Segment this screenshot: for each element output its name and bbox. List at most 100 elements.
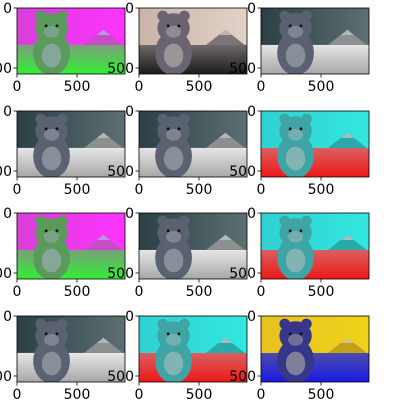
animal-ear-right — [300, 318, 312, 330]
x-tick-label: 500 — [308, 182, 335, 198]
animal-ear-left — [35, 113, 47, 125]
image-ground — [261, 352, 369, 382]
mountain-shape — [83, 132, 123, 148]
y-tick-label: 500 — [0, 369, 12, 385]
animal-eye — [299, 24, 303, 28]
animal-ear-left — [279, 215, 291, 227]
x-tick-label: 500 — [186, 284, 213, 300]
animal-eye — [177, 127, 181, 131]
axes-frame — [16, 7, 126, 75]
animal-belly — [41, 43, 62, 68]
y-tick-label: 0 — [125, 104, 134, 120]
y-tick-label: 500 — [229, 164, 256, 180]
x-tick-label: 500 — [308, 79, 335, 95]
animal-muzzle — [44, 25, 60, 38]
mountain-shape — [327, 234, 367, 250]
x-tick-label: 500 — [186, 387, 213, 400]
animal-ear-left — [35, 215, 47, 227]
mountain-shape — [327, 29, 367, 45]
y-tick-label: 0 — [247, 104, 256, 120]
animal-body — [155, 133, 192, 177]
animal-head — [279, 218, 312, 248]
x-tick-label: 0 — [13, 387, 22, 400]
animal-ear-right — [300, 10, 312, 22]
animal-ear-right — [178, 10, 190, 22]
animal-eye — [299, 229, 303, 233]
x-tick-label: 0 — [135, 284, 144, 300]
animal-ear-right — [300, 215, 312, 227]
quokka-image — [139, 8, 247, 74]
animal-body — [155, 338, 192, 382]
animal-belly — [285, 43, 306, 68]
y-tick-label: 500 — [107, 61, 134, 77]
axes-frame — [260, 315, 370, 383]
animal-eye — [299, 127, 303, 131]
animal-belly — [163, 43, 184, 68]
x-tick-label: 500 — [64, 284, 91, 300]
animal-ear-left — [279, 318, 291, 330]
animal-eye — [55, 24, 59, 28]
y-tick-label: 0 — [3, 309, 12, 325]
x-tick-label: 0 — [135, 79, 144, 95]
mountain-shape — [83, 337, 123, 353]
image-ground — [261, 147, 369, 177]
mountain-peak — [96, 337, 110, 344]
animal-body — [33, 338, 70, 382]
animal-head — [157, 218, 190, 248]
quokka-image — [139, 316, 247, 382]
animal-eye — [166, 24, 170, 28]
x-tick-label: 0 — [13, 182, 22, 198]
x-tick-label: 0 — [135, 182, 144, 198]
animal-head — [35, 13, 68, 43]
animal-belly — [163, 146, 184, 171]
mountain-peak — [340, 337, 354, 344]
quokka-image — [139, 111, 247, 177]
y-tick-label: 500 — [107, 164, 134, 180]
x-tick-label: 500 — [308, 284, 335, 300]
axes-frame — [138, 315, 248, 383]
mountain-peak — [340, 29, 354, 36]
animal-eye — [166, 229, 170, 233]
mountain-peak — [218, 29, 232, 36]
animal-body — [33, 133, 70, 177]
animal-ear-right — [300, 113, 312, 125]
axes-frame — [16, 315, 126, 383]
x-tick-label: 500 — [186, 79, 213, 95]
x-tick-label: 0 — [257, 387, 266, 400]
animal-body — [33, 30, 70, 74]
animal-eye — [288, 24, 292, 28]
axes-frame — [16, 212, 126, 280]
image-ground — [261, 44, 369, 74]
animal-head — [157, 321, 190, 351]
animal-belly — [41, 146, 62, 171]
mountain-peak — [96, 29, 110, 36]
animal-muzzle — [44, 333, 60, 346]
mountain-shape — [83, 29, 123, 45]
x-tick-label: 500 — [64, 387, 91, 400]
animal-belly — [41, 248, 62, 273]
quokka-image — [17, 8, 125, 74]
y-tick-label: 500 — [0, 164, 12, 180]
x-tick-label: 0 — [257, 284, 266, 300]
animal-muzzle — [166, 333, 182, 346]
y-tick-label: 500 — [107, 369, 134, 385]
animal-eye — [55, 332, 59, 336]
x-tick-label: 500 — [308, 387, 335, 400]
animal-body — [277, 30, 314, 74]
animal-ear-right — [178, 215, 190, 227]
animal-eye — [44, 229, 48, 233]
y-tick-label: 0 — [3, 104, 12, 120]
quokka-image — [17, 111, 125, 177]
quokka-image — [139, 213, 247, 279]
animal-muzzle — [166, 25, 182, 38]
animal-head — [35, 218, 68, 248]
quokka-image — [261, 213, 369, 279]
